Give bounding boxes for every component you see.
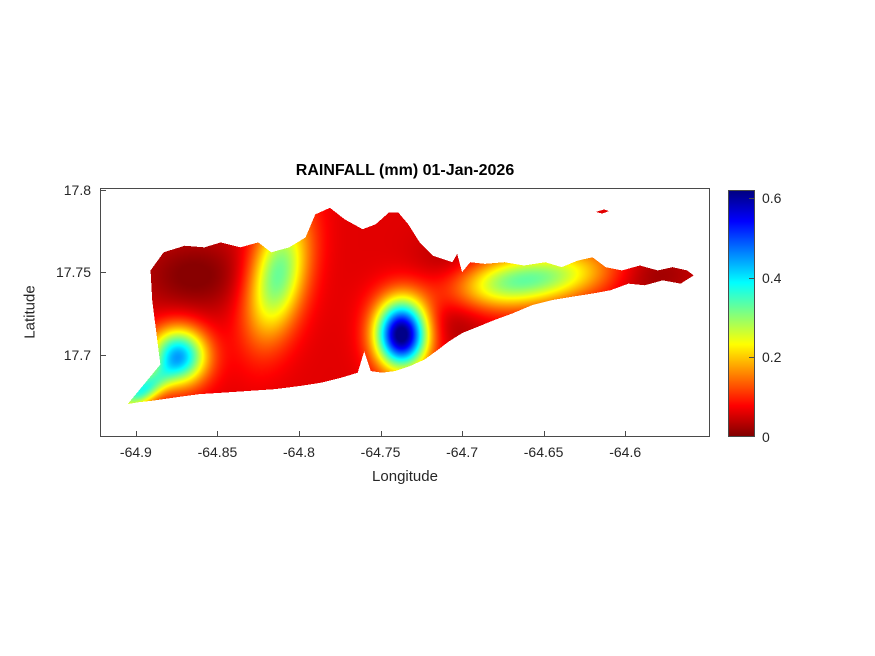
colorbar-tick-mark: [749, 277, 754, 279]
x-tick-label: -64.7: [446, 444, 479, 460]
x-tick-mark: [462, 431, 464, 436]
x-tick-mark: [135, 431, 137, 436]
rainfall-heatmap-canvas: [100, 188, 710, 437]
x-tick-label: -64.9: [119, 444, 152, 460]
colorbar-tick-mark: [749, 197, 754, 199]
x-tick-mark: [380, 431, 382, 436]
x-tick-label: -64.75: [360, 444, 401, 460]
x-axis-label: Longitude: [372, 468, 438, 485]
x-tick-label: -64.65: [523, 444, 564, 460]
colorbar-tick-label: 0.4: [762, 269, 782, 286]
x-tick-label: -64.6: [609, 444, 642, 460]
x-tick-mark: [298, 431, 300, 436]
y-tick-mark: [101, 272, 106, 274]
x-tick-mark: [543, 431, 545, 436]
y-tick-label: 17.8: [63, 181, 91, 198]
x-tick-mark: [625, 431, 627, 436]
y-axis-label: Latitude: [21, 285, 39, 339]
y-tick-mark: [101, 354, 106, 356]
y-tick-mark: [101, 189, 106, 191]
colorbar-tick-label: 0: [762, 429, 770, 445]
x-tick-mark: [217, 431, 219, 436]
chart-title: RAINFALL (mm) 01-Jan-2026: [295, 162, 515, 179]
colorbar-tick-mark: [749, 436, 754, 437]
y-tick-label: 17.7: [63, 346, 91, 363]
x-tick-label: -64.8: [283, 444, 315, 460]
colorbar-tick-label: 0.6: [762, 189, 782, 206]
y-tick-label: 17.75: [55, 264, 91, 281]
colorbar-gradient-canvas: [728, 190, 755, 437]
x-tick-label: -64.85: [197, 444, 238, 460]
colorbar-tick-label: 0.2: [762, 349, 782, 366]
colorbar-tick-mark: [749, 357, 754, 359]
